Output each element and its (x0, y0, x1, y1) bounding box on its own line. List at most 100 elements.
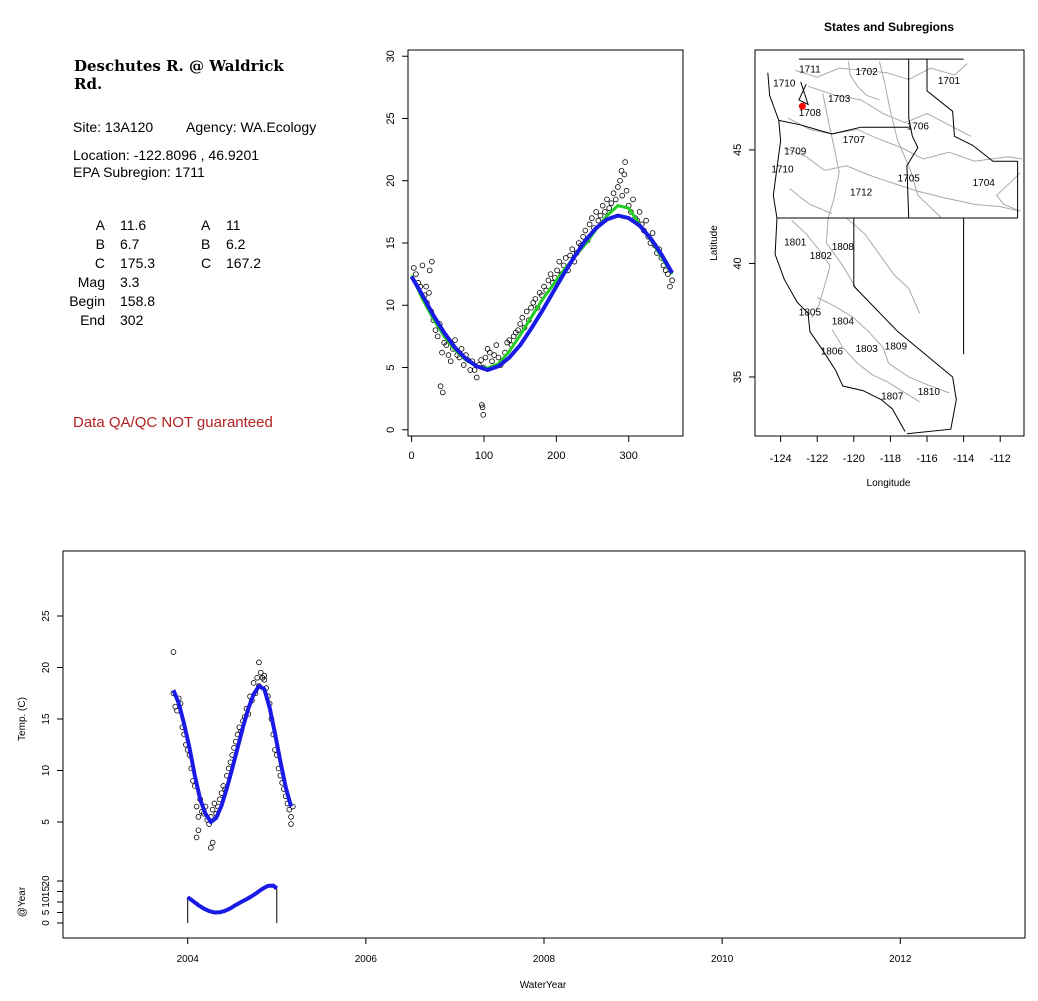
data-point (519, 314, 526, 321)
site-id: Site: 13A120 (73, 119, 154, 135)
data-point (545, 277, 552, 284)
data-point (554, 267, 560, 274)
param-name: B (95, 236, 105, 252)
param-value-2: 11 (226, 217, 241, 233)
data-point (410, 265, 417, 271)
data-point (667, 283, 673, 290)
data-point (586, 221, 593, 228)
param-value-2: 6.2 (226, 236, 246, 252)
data-point (458, 346, 465, 352)
data-point (478, 357, 484, 363)
param-row: C 175.3 C 167.2 (50, 255, 350, 274)
data-point (643, 217, 649, 224)
data-point (630, 196, 636, 203)
data-point (479, 402, 485, 408)
data-point (486, 349, 493, 356)
y-tick-label: 10 (385, 299, 397, 311)
data-point (597, 212, 604, 219)
data-point (491, 352, 497, 358)
data-point (623, 187, 630, 194)
site-title: Deschutes R. @ Waldrick Rd. (74, 57, 284, 93)
data-point (595, 217, 602, 224)
param-name-2: A (201, 217, 211, 233)
data-point (593, 209, 599, 215)
data-point (447, 358, 454, 365)
param-name: Mag (77, 274, 105, 290)
param-table: A 11.6 A 11 B 6.7 B 6.2 C 175.3 C 167.2 … (50, 217, 350, 331)
data-point (413, 271, 419, 277)
param-row: A 11.6 A 11 (50, 217, 350, 236)
data-point (589, 215, 595, 221)
data-point (665, 271, 671, 277)
param-name: End (80, 312, 105, 328)
data-point (506, 337, 513, 343)
x-tick-label: 200 (547, 450, 565, 462)
data-point (419, 262, 426, 269)
data-point (493, 342, 500, 348)
plot-frame (407, 49, 684, 437)
data-point (495, 354, 502, 361)
data-point (580, 233, 586, 240)
param-row: End 302 (50, 312, 350, 331)
data-point (489, 358, 495, 365)
data-point (649, 230, 656, 236)
data-point (615, 184, 621, 190)
location: Location: -122.8096 , 46.9201 (73, 147, 260, 163)
y-tick-label: 20 (385, 175, 397, 187)
data-point (528, 304, 534, 311)
data-point (517, 321, 523, 327)
data-point (602, 209, 608, 215)
param-name: Begin (69, 293, 105, 309)
data-point (480, 412, 487, 418)
data-point (547, 271, 554, 277)
param-name: A (95, 217, 105, 233)
data-point (612, 196, 619, 203)
y-tick-label: 15 (385, 237, 397, 249)
data-point (569, 246, 576, 253)
data-point (439, 349, 445, 356)
x-tick-label: 0 (409, 450, 415, 462)
data-point (423, 283, 429, 290)
data-point (515, 327, 521, 333)
epa-subregion: EPA Subregion: 1711 (73, 164, 205, 180)
data-point (471, 367, 478, 373)
data-point (582, 227, 589, 234)
data-point (445, 352, 452, 358)
param-value: 158.8 (120, 293, 156, 309)
data-point (567, 252, 573, 259)
data-point (618, 167, 625, 174)
data-point (619, 192, 626, 199)
data-point (479, 404, 486, 411)
data-point (669, 277, 675, 284)
param-value: 302 (120, 312, 144, 328)
param-name-2: B (201, 236, 211, 252)
y-tick-label: 30 (385, 50, 397, 62)
data-point (452, 337, 458, 343)
data-point (426, 267, 433, 274)
data-point (426, 290, 432, 296)
data-point (621, 171, 628, 178)
data-point (467, 367, 474, 373)
data-point (429, 258, 435, 265)
param-name-2: C (201, 255, 212, 271)
param-value-2: 167.2 (226, 255, 262, 271)
data-point (532, 296, 539, 302)
param-value: 175.3 (120, 255, 156, 271)
data-point (606, 205, 612, 211)
data-point (432, 327, 439, 333)
data-point (617, 177, 623, 184)
y-tick-label: 25 (385, 112, 397, 124)
agency: Agency: WA.Ecology (186, 119, 317, 135)
param-value: 11.6 (120, 217, 147, 233)
param-row: Begin 158.8 (50, 293, 350, 312)
x-tick-label: 100 (475, 450, 493, 462)
data-point (434, 333, 441, 340)
param-name: C (94, 255, 105, 271)
param-value: 6.7 (120, 236, 140, 252)
param-row: B 6.7 B 6.2 (50, 236, 350, 255)
data-point (636, 209, 643, 215)
data-point (523, 308, 530, 315)
data-point (610, 190, 617, 196)
data-point (556, 258, 563, 265)
